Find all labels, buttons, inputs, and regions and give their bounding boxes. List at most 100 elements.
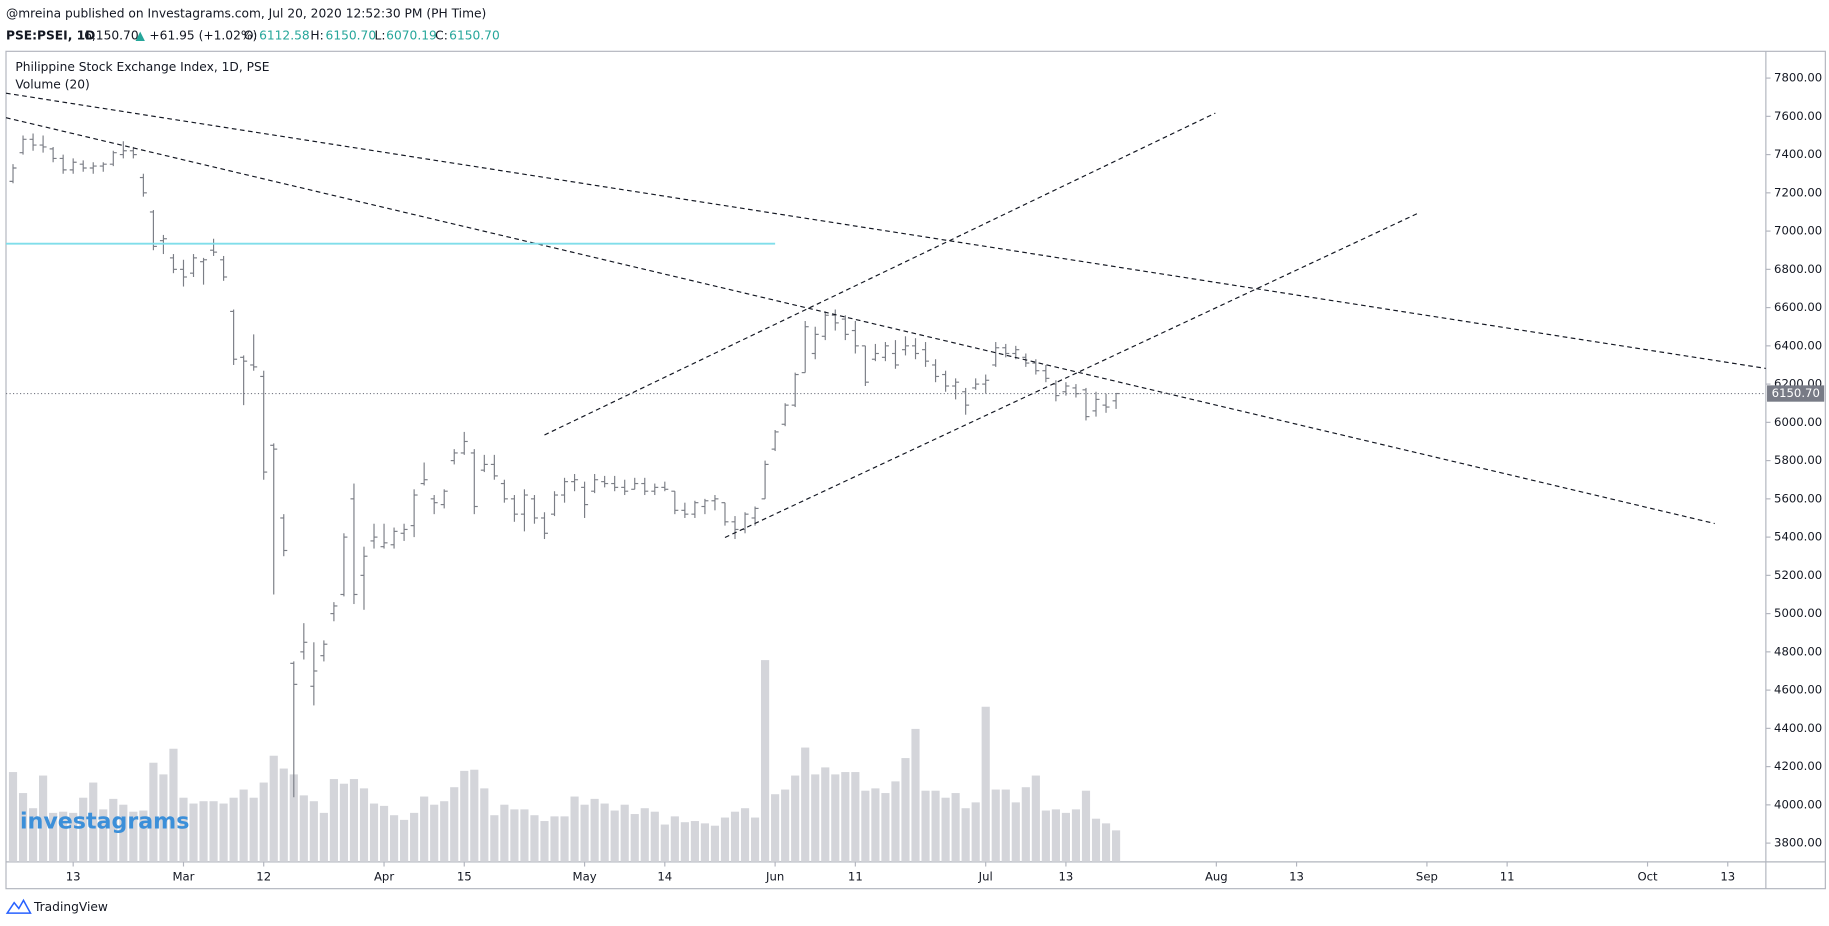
y-tick-label: 5400.00 [1774,530,1822,544]
x-tick-label: 12 [256,870,271,884]
volume-bar [1051,809,1060,862]
y-tick-label: 4000.00 [1774,797,1822,811]
volume-bar [1061,812,1071,862]
volume-bar [761,660,770,862]
ohlc-value: 6150.70 [449,29,500,43]
volume-bar [490,815,499,862]
volume-bar [420,796,429,862]
volume-bar [881,793,890,862]
volume-bar [369,803,379,862]
y-tick-label: 6800.00 [1774,262,1822,276]
trend-line [5,92,1766,369]
volume-bar [1101,823,1111,862]
ohlc-key: L: [375,29,386,43]
volume-bar [1031,775,1040,862]
volume-bar [650,811,659,862]
trend-line [724,212,1419,539]
volume-bar [299,795,308,862]
y-tick-label: 4400.00 [1774,721,1822,735]
volume-bar [550,816,559,862]
volume-bar [811,774,820,862]
volume-bar [179,797,188,862]
volume-bar [440,801,449,862]
volume-bar [1071,809,1081,862]
y-tick-label: 5800.00 [1774,453,1822,467]
volume-bar [319,812,328,862]
change-arrow: ▲ [135,29,145,43]
volume-bar [730,811,740,862]
volume-bar [309,801,318,862]
x-tick-label: 11 [1500,870,1515,884]
y-tick-label: 7200.00 [1774,185,1822,199]
volume-bar [430,804,439,862]
ohlc-key: H: [310,29,323,43]
x-tick-label: 15 [457,870,472,884]
last-price: 6,150.70 [84,29,138,43]
volume-bar [610,810,619,862]
volume-bar [149,762,158,862]
volume-bar [640,808,649,862]
watermark: investagrams [20,809,189,835]
volume-bar [680,822,689,862]
volume-bar [480,788,489,862]
volume-bar [580,804,589,862]
volume-bar [520,809,529,862]
volume-bar [279,768,288,862]
y-tick-label: 4200.00 [1774,759,1822,773]
ohlc-value: 6150.70 [326,29,377,43]
volume-bar [129,811,138,862]
y-tick-label: 7600.00 [1774,109,1822,123]
volume-bar [971,802,980,862]
y-tick-label: 7400.00 [1774,147,1822,161]
volume-bar [339,783,349,862]
volume-bar [861,790,870,862]
volume-bar [1001,789,1010,862]
volume-bar [259,782,268,862]
x-tick-label: Aug [1205,870,1228,884]
y-tick-label: 5000.00 [1774,606,1822,620]
volume-bar [49,812,58,862]
volume-bar [79,797,88,862]
volume-bar [931,790,940,862]
volume-bar [99,809,108,862]
volume-bar [630,814,639,862]
volume-bar [189,803,198,862]
byline: @mreina published on Investagrams.com, J… [6,6,486,20]
footer: TradingView [33,900,108,914]
volume-bar [801,747,810,862]
volume-bar [771,794,780,862]
ohlc-value: 6112.58 [259,29,310,43]
volume-bar [1041,810,1050,862]
change: +61.95 (+1.02%) [149,29,257,43]
volume-bar [379,805,389,862]
volume-bar [59,811,68,862]
last-price-label: 6150.70 [1772,386,1820,400]
volume-bar [139,810,148,862]
volume-bar [1081,790,1091,862]
x-tick-label: Apr [374,870,394,884]
volume-bar [1021,787,1030,862]
volume-bar [781,789,790,862]
volume-bar [750,817,760,862]
x-tick-label: 13 [1289,870,1304,884]
volume-bar [700,823,710,862]
volume-bar [460,770,469,862]
legend-title: Philippine Stock Exchange Index, 1D, PSE [15,60,269,74]
volume-bar [510,809,519,862]
volume-bar [349,779,359,862]
volume-bar [821,767,830,862]
volume-bar [1091,818,1101,862]
frame [5,50,1826,890]
volume-bar [560,816,569,862]
y-tick-label: 7000.00 [1774,224,1822,238]
y-tick-label: 6400.00 [1774,338,1822,352]
volume-bar [410,812,419,862]
y-tick-label: 6600.00 [1774,300,1822,314]
volume-bar [450,787,459,862]
volume-bar [239,789,248,862]
volume-bar [670,816,679,862]
trend-line [5,117,1715,525]
x-tick-label: Mar [172,870,194,884]
y-tick-label: 4800.00 [1774,644,1822,658]
footer-logo [5,898,32,914]
